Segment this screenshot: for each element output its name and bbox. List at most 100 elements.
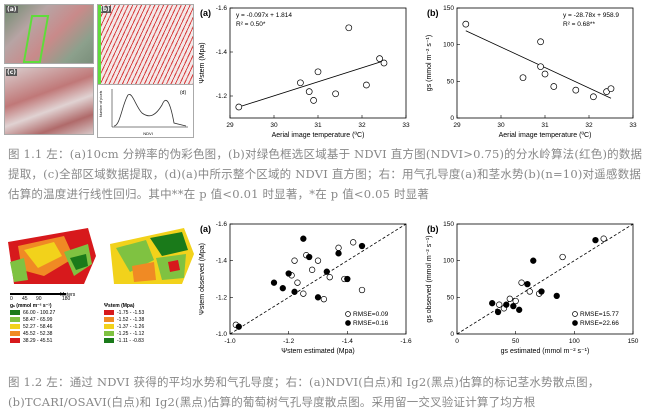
data-point-filled (300, 235, 307, 242)
data-point-filled (592, 236, 599, 244)
x-tick-label: 33 (402, 122, 410, 129)
y-tick-label: 50 (447, 78, 455, 85)
figure1-caption: 图 1.1 左：(a)10cm 分辨率的伪彩色图，(b)对绿色框选区域基于 ND… (8, 147, 643, 201)
data-point-filled (270, 279, 278, 286)
data-point (607, 85, 615, 93)
data-point-filled (538, 288, 545, 295)
panel-label-a: (a) (6, 6, 18, 13)
x-axis-label: Ψstem estimated (Mpa) (281, 348, 355, 355)
data-point-filled (314, 294, 322, 301)
y-tick-label: 0 (450, 115, 454, 122)
chart-fig2a: (a) -1.0 -1.2 -1.4 -1.6 -1.0 -1.2 -1.4 -1.6 Ψstem… (199, 221, 412, 355)
gs-legend-label: 58.47 - 65.99 (23, 316, 53, 323)
data-point-filled (279, 285, 286, 292)
chart-fig1a: (a) 29 30 31 32 33 -1.2 -1.4 -1.6 Aerial image te… (199, 5, 410, 139)
photo-panel-a: (a) (4, 4, 94, 64)
y-tick-label: -1.6 (216, 5, 228, 12)
gs-legend-title: gₛ (mmol m⁻² s⁻¹) (10, 303, 52, 309)
legend-label-open: RMSE=0.09 (353, 311, 389, 318)
data-point (590, 93, 597, 101)
psi-legend-label: -1.11 - -0.83 (117, 337, 144, 344)
map-stomatal-conductance (106, 222, 198, 288)
data-point (363, 81, 370, 89)
psi-legend-swatch (104, 317, 114, 322)
psi-legend-row: -1.11 - -0.83 (104, 337, 194, 344)
data-point-filled (285, 270, 292, 277)
psi-legend-swatch (104, 338, 114, 343)
data-point-open (518, 279, 525, 286)
scale-label: Meters (60, 292, 76, 298)
data-point-open (335, 244, 342, 251)
x-tick-label: 32 (585, 122, 593, 129)
y-axis-label: Ψstem (Mpa) (199, 42, 206, 83)
data-point-open (326, 274, 333, 281)
data-point-open (506, 295, 513, 302)
map-stem-water-potential (4, 222, 102, 288)
psi-legend-label: -1.25 - -1.12 (117, 330, 145, 337)
plot-frame (456, 223, 634, 335)
psi-legend-swatch (104, 324, 114, 329)
panel-label: (a) (200, 224, 211, 234)
chart-fig2b: (b) 0 50 100 150 0 50 100 150 gs estimated (mmol … (426, 221, 639, 355)
gs-legend-label: 45.52 - 52.38 (23, 330, 53, 337)
x-tick-label: -1.4 (342, 338, 354, 345)
x-tick-label: 29 (453, 122, 461, 129)
x-axis-label: gs estimated (mmol m⁻² s⁻¹) (501, 348, 590, 355)
psi-legend-label: -1.75 - -1.53 (117, 309, 145, 316)
legend-marker-open (572, 311, 578, 317)
x-axis-label: Aerial image temperature (ºC) (272, 132, 365, 139)
panel-label-d: (d) (180, 90, 186, 96)
psi-legend-label: -1.37 - -1.26 (117, 323, 145, 330)
green-boundary (98, 5, 101, 85)
psi-legend-swatch (104, 331, 114, 336)
legend-label-filled: RMSE=22.66 (580, 320, 619, 327)
figure2-caption: 图 1.2 左：通过 NDVI 获得的平均水势和气孔导度；右：(a)NDVI(白… (8, 375, 600, 409)
r2-label: R² = 0.50* (236, 21, 266, 28)
data-point-filled (553, 292, 560, 300)
plot-frame (229, 223, 407, 335)
gs-legend-row: 38.29 - 45.51 (10, 337, 100, 344)
x-tick-label: 29 (226, 122, 234, 129)
y-tick-label: -1.4 (216, 258, 228, 265)
gs-legend-swatch (10, 338, 20, 343)
panel-label-b: (b) (99, 6, 111, 13)
psi-legend-row: -1.37 - -1.26 (104, 323, 194, 330)
data-point (297, 79, 304, 87)
y-tick-label: -1.6 (216, 221, 228, 228)
data-point (550, 83, 558, 90)
psi-legend: Ψstem (Mpa) -1.75 - -1.53 -1.52 - -1.38 -1… (104, 303, 194, 344)
psi-legend-row: -1.75 - -1.53 (104, 309, 194, 316)
x-axis-label: Aerial image temperature (ºC) (499, 132, 592, 139)
gs-legend-swatch (10, 324, 20, 329)
gs-legend: gₛ (mmol m⁻² s⁻¹) 66.00 - 100.27 58.47 - … (10, 303, 100, 344)
x-tick-label: 100 (569, 338, 580, 345)
x-tick-label: 31 (541, 122, 549, 129)
scale-tick-180: 180 (62, 296, 71, 302)
plot-frame (456, 7, 634, 119)
y-tick-label: 150 (443, 5, 454, 12)
data-point (541, 70, 549, 78)
legend-marker-filled (345, 320, 351, 326)
regression-line (238, 60, 385, 108)
photo-panel-b: (b) (97, 4, 194, 86)
data-point-filled (358, 242, 366, 250)
data-point-open (300, 290, 307, 297)
equation-label: y = -0.097x + 1.814 (236, 12, 292, 19)
data-point-filled (516, 306, 523, 313)
y-tick-label: -1.2 (216, 294, 228, 301)
x-tick-label: 50 (512, 338, 520, 345)
data-point (376, 55, 383, 62)
panel-label-c: (c) (6, 69, 18, 76)
data-point-filled (235, 323, 242, 330)
legend-marker-open (345, 311, 351, 317)
x-tick-label: -1.2 (283, 338, 295, 345)
data-point (332, 90, 339, 98)
psi-legend-label: -1.52 - -1.38 (117, 316, 145, 323)
legend-label-open: RMSE=15.77 (580, 311, 619, 318)
gs-legend-label: 52.27 - 58.46 (23, 323, 53, 330)
data-point-open (314, 257, 322, 264)
data-point-open (526, 288, 533, 295)
chart-fig1b: (b) 29 30 31 32 33 0 50 100 150 Aerial image tempe… (426, 5, 637, 139)
gs-legend-swatch (10, 310, 20, 315)
data-point-open (320, 296, 328, 303)
